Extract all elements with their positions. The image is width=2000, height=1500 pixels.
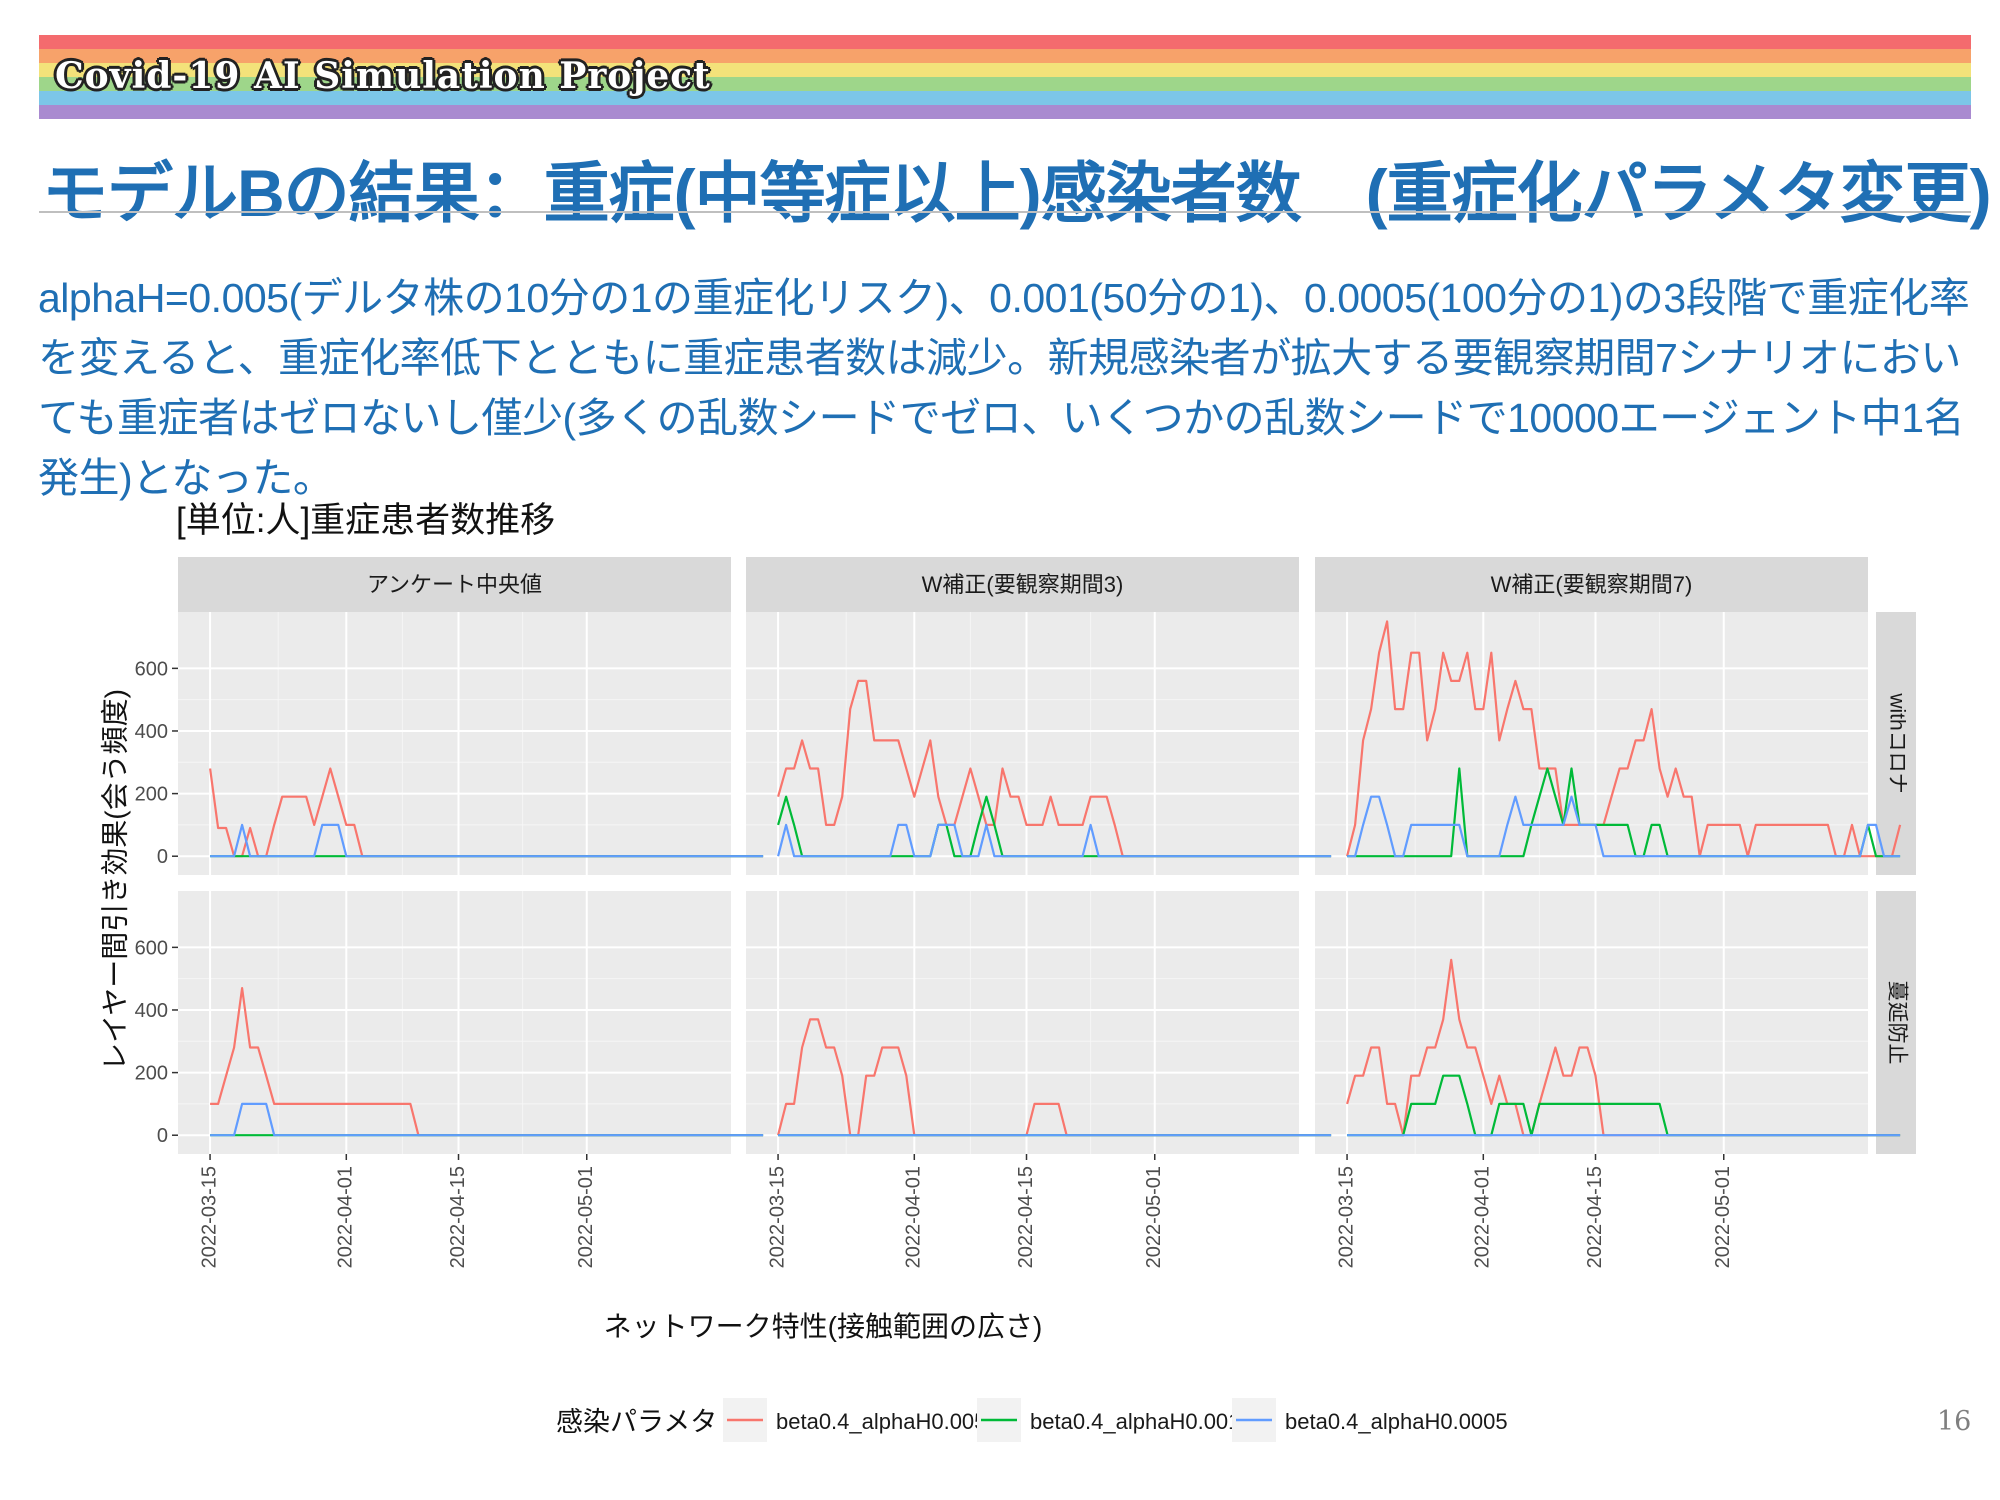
series-line-beta0.4_alphaH0.0005 (210, 1102, 764, 1137)
panel-background (1315, 612, 1868, 875)
facet-strip-row (1876, 612, 1916, 875)
facet-strip-label: アンケート中央値 (367, 572, 542, 597)
x-tick-label: 2022-04-01 (903, 1166, 925, 1268)
x-tick-label: 2022-03-15 (198, 1166, 220, 1268)
slide-title: モデルBの結果：重症(中等症以上)感染者数 (重症化パラメタ変更) (42, 156, 1992, 230)
legend-label: beta0.4_alphaH0.001 (1030, 1409, 1240, 1434)
series-line-beta0.4_alphaH0.005 (777, 1018, 1332, 1137)
x-tick-label: 2022-04-01 (1472, 1166, 1494, 1268)
title-divider (39, 211, 1971, 213)
series-line-beta0.4_alphaH0.0005 (210, 823, 764, 858)
y-axis-title: レイヤー間引き効果(会う頻度) (99, 689, 130, 1071)
series-line-beta0.4_alphaH0.0005 (777, 823, 1332, 858)
series-line-beta0.4_alphaH0.005 (210, 986, 764, 1137)
facet-strip-column (746, 557, 1299, 612)
y-tick-label: 200 (135, 1063, 168, 1085)
series-line-beta0.4_alphaH0.0005 (1347, 795, 1901, 858)
facet-strip-row (1876, 891, 1916, 1154)
x-tick-label: 2022-04-15 (1015, 1166, 1037, 1268)
panel-background (178, 891, 731, 1154)
series-line-beta0.4_alphaH0.005 (1346, 958, 1901, 1137)
rainbow-stripe-2 (39, 49, 1971, 63)
y-tick-label: 400 (135, 1000, 168, 1022)
banner-title: Covid-19 AI Simulation Project (55, 55, 711, 97)
facet-strip-column (178, 557, 731, 612)
rainbow-stripe-5 (39, 91, 1971, 105)
series-line-beta0.4_alphaH0.005 (1346, 620, 1902, 858)
facet-strip-label: W補正(要観察期間3) (922, 572, 1124, 597)
x-tick-label: 2022-05-01 (1712, 1166, 1734, 1268)
facet-strip-column (1315, 557, 1868, 612)
y-tick-label: 600 (135, 658, 168, 680)
rainbow-stripe-4 (39, 77, 1971, 91)
chart-title: [単位:人]重症患者数推移 (176, 501, 556, 540)
x-tick-label: 2022-03-15 (1335, 1166, 1357, 1268)
panel-background (178, 612, 731, 875)
y-tick-label: 0 (157, 1125, 168, 1147)
legend-title: 感染パラメタ (556, 1407, 717, 1437)
facet-strip-label: withコロナ (1885, 692, 1908, 793)
slide-body-text: alphaH=0.005(デルタ株の10分の1の重症化リスク)、0.001(50… (38, 275, 1970, 501)
legend-label: beta0.4_alphaH0.0005 (1285, 1409, 1508, 1434)
x-tick-label: 2022-05-01 (575, 1166, 597, 1268)
x-tick-label: 2022-04-15 (1584, 1166, 1606, 1268)
y-tick-label: 200 (135, 784, 168, 806)
rainbow-stripes (39, 35, 1971, 119)
page-number: 16 (1937, 1406, 1972, 1437)
x-axis-title: ネットワーク特性(接触範囲の広さ) (604, 1311, 1043, 1342)
rainbow-stripe-6 (39, 105, 1971, 119)
x-tick-label: 2022-04-15 (447, 1166, 469, 1268)
rainbow-stripe-1 (39, 35, 1971, 49)
legend-label: beta0.4_alphaH0.005 (776, 1409, 986, 1434)
series-line-beta0.4_alphaH0.001 (1347, 1074, 1901, 1137)
banner: Covid-19 AI Simulation Project (39, 35, 1971, 119)
panel-background (746, 891, 1299, 1154)
rainbow-stripe-3 (39, 63, 1971, 77)
x-tick-label: 2022-05-01 (1143, 1166, 1165, 1268)
y-tick-label: 0 (157, 846, 168, 868)
y-tick-label: 600 (135, 937, 168, 959)
facet-strip-label: 蔓延防止 (1885, 981, 1908, 1065)
x-tick-label: 2022-03-15 (766, 1166, 788, 1268)
x-tick-label: 2022-04-01 (335, 1166, 357, 1268)
panel-background (746, 612, 1299, 875)
y-tick-label: 400 (135, 721, 168, 743)
series-line-beta0.4_alphaH0.001 (777, 795, 1332, 858)
facet-strip-label: W補正(要観察期間7) (1491, 572, 1693, 597)
